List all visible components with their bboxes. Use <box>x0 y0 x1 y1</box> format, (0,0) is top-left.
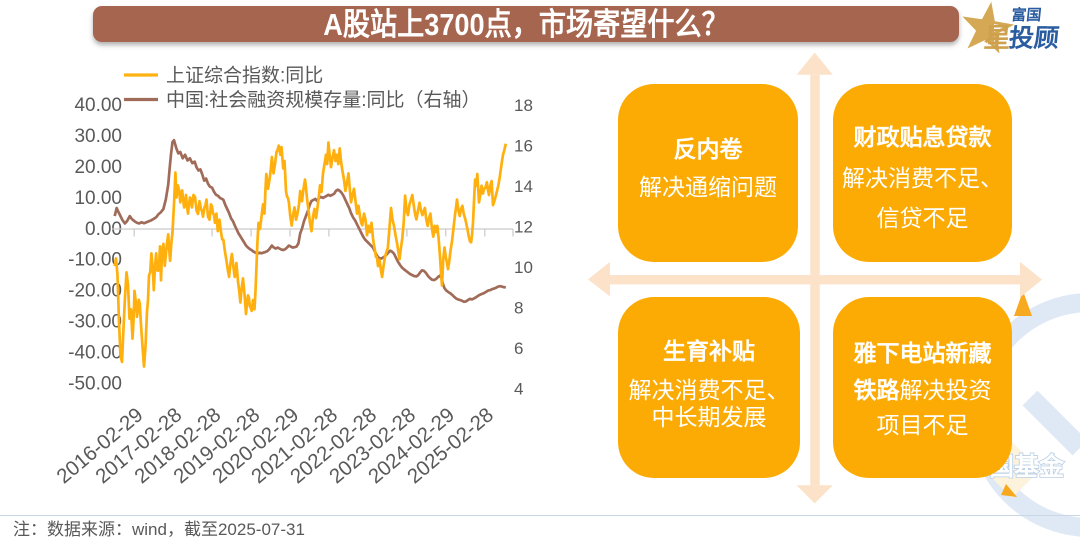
svg-text:-20.00: -20.00 <box>68 281 122 302</box>
svg-text:-40.00: -40.00 <box>68 343 122 364</box>
svg-text:上证综合指数:同比: 上证综合指数:同比 <box>166 65 323 87</box>
svg-text:10.00: 10.00 <box>74 188 122 209</box>
svg-text:6: 6 <box>514 339 523 358</box>
svg-text:8: 8 <box>514 299 523 318</box>
svg-text:20.00: 20.00 <box>74 157 122 178</box>
svg-text:-10.00: -10.00 <box>68 250 122 271</box>
svg-text:富国: 富国 <box>1010 6 1042 24</box>
svg-text:0.00: 0.00 <box>85 219 122 240</box>
svg-text:12: 12 <box>514 218 533 237</box>
svg-text:投顾: 投顾 <box>1007 24 1060 53</box>
svg-text:18: 18 <box>514 96 533 115</box>
svg-text:星: 星 <box>982 22 1012 53</box>
svg-text:14: 14 <box>514 177 533 196</box>
svg-text:4: 4 <box>514 380 523 399</box>
svg-text:-50.00: -50.00 <box>68 374 122 395</box>
svg-text:30.00: 30.00 <box>74 126 122 147</box>
svg-text:16: 16 <box>514 137 533 156</box>
svg-text:40.00: 40.00 <box>74 95 122 116</box>
svg-text:中国:社会融资规模存量:同比（右轴）: 中国:社会融资规模存量:同比（右轴） <box>166 89 481 111</box>
svg-text:-30.00: -30.00 <box>68 312 122 333</box>
svg-text:10: 10 <box>514 258 533 277</box>
